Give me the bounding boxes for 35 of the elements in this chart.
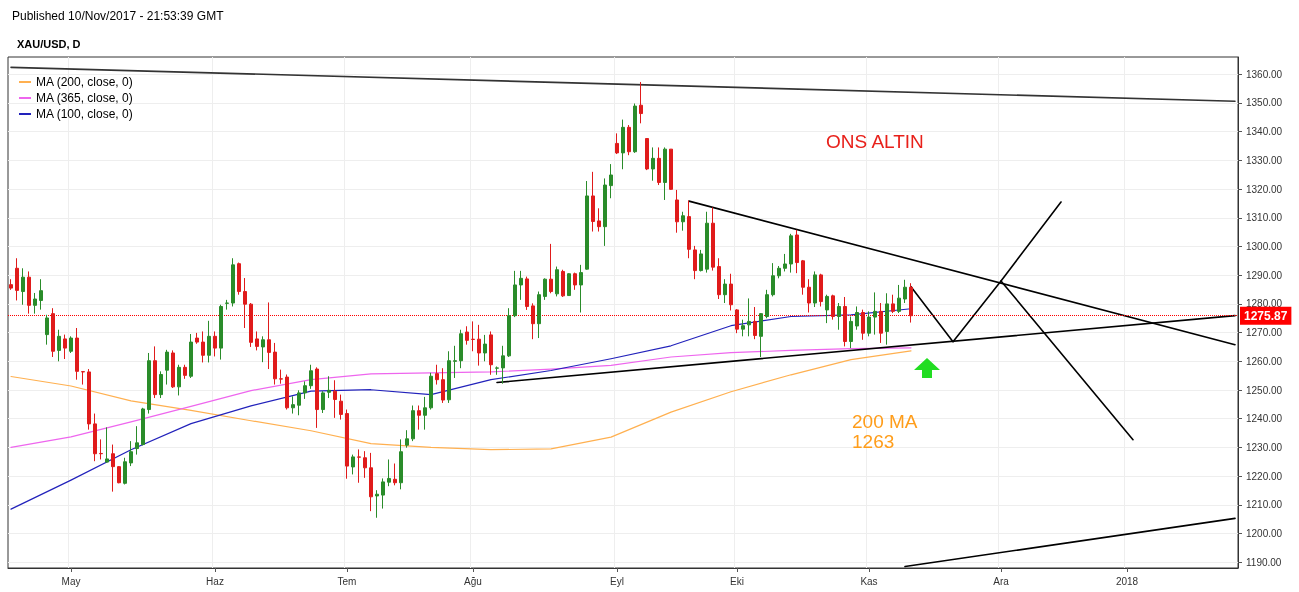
text: Published 10/Nov/2017 - 21:53:39 GMT [12, 9, 224, 23]
y-tick-label: 1200.00 [1246, 528, 1283, 540]
x-tick-label: Eki [730, 575, 744, 587]
x-tick-label: Eyl [610, 575, 624, 587]
y-tick-label: 1320.00 [1246, 183, 1283, 195]
annotation: ONS ALTIN [826, 131, 924, 152]
x-tick-label: Ağu [464, 575, 482, 587]
y-tick-label: 1290.00 [1246, 269, 1283, 281]
annotation: 200 MA 1263 [852, 411, 918, 452]
y-tick-label: 1260.00 [1246, 355, 1283, 367]
legend-label: MA (365, close, 0) [36, 91, 133, 105]
y-tick-label: 1230.00 [1246, 441, 1283, 453]
y-tick-label: 1300.00 [1246, 240, 1283, 252]
y-tick-label: 1360.00 [1246, 68, 1283, 80]
x-tick-label: Tem [337, 575, 357, 587]
y-tick-label: 1310.00 [1246, 212, 1283, 224]
y-tick-label: 1220.00 [1246, 470, 1283, 482]
y-tick-label: 1190.00 [1246, 556, 1282, 568]
legend-label: MA (200, close, 0) [36, 75, 133, 89]
y-tick-label: 1350.00 [1246, 97, 1283, 109]
y-tick-label: 1340.00 [1246, 126, 1283, 138]
y-tick-label: 1210.00 [1246, 499, 1283, 511]
x-tick-label: Haz [206, 575, 224, 587]
legend-label: MA (100, close, 0) [36, 107, 133, 121]
x-tick-label: 2018 [1115, 575, 1139, 587]
y-tick-label: 1330.00 [1246, 154, 1283, 166]
y-tick-label: 1250.00 [1246, 384, 1283, 396]
y-tick-label: 1240.00 [1246, 413, 1283, 425]
y-tick-label: 1270.00 [1246, 327, 1283, 339]
x-tick-label: Kas [860, 575, 878, 587]
ref-line-label: 1275.87 [1244, 308, 1288, 323]
x-tick-label: May [61, 575, 81, 587]
y-tick-label: 1280.00 [1246, 298, 1283, 310]
chart-title: XAU/USD, D [17, 37, 81, 50]
x-tick-label: Ara [993, 575, 1010, 587]
